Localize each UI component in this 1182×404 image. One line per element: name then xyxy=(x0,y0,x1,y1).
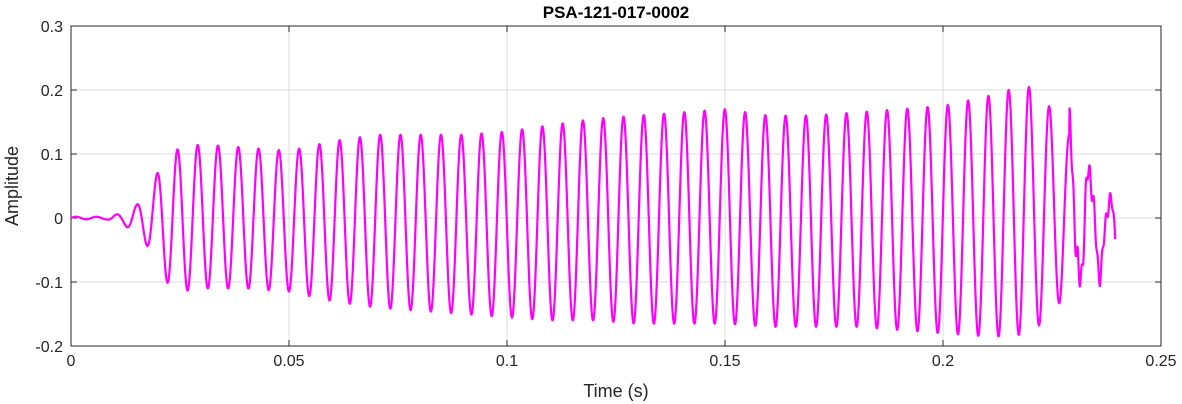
x-tick-label: 0.25 xyxy=(1145,353,1176,370)
x-tick-label: 0.1 xyxy=(496,353,518,370)
axis-ticks: 0 0.05 0.1 0.15 0.2 0.25 -0.2 -0.1 0 0.1 0.2 0.3 xyxy=(35,19,1176,370)
x-tick-label: 0.15 xyxy=(709,353,740,370)
y-tick-label: 0.2 xyxy=(41,83,63,100)
plot-frame xyxy=(70,25,1162,347)
y-tick-label: 0 xyxy=(54,211,63,228)
x-tick-label: 0.05 xyxy=(273,353,304,370)
y-axis-label: Amplitude xyxy=(2,146,22,226)
x-tick-label: 0.2 xyxy=(932,353,954,370)
y-tick-label: 0.3 xyxy=(41,19,63,36)
series-group xyxy=(70,85,1117,338)
chart-title: PSA-121-017-0002 xyxy=(543,3,689,22)
x-tick-label: 0 xyxy=(67,353,76,370)
y-tick-label: -0.1 xyxy=(35,275,63,292)
x-axis-label: Time (s) xyxy=(583,381,648,401)
series-line xyxy=(70,85,1117,338)
y-tick-label: -0.2 xyxy=(35,339,63,356)
y-tick-label: 0.1 xyxy=(41,147,63,164)
